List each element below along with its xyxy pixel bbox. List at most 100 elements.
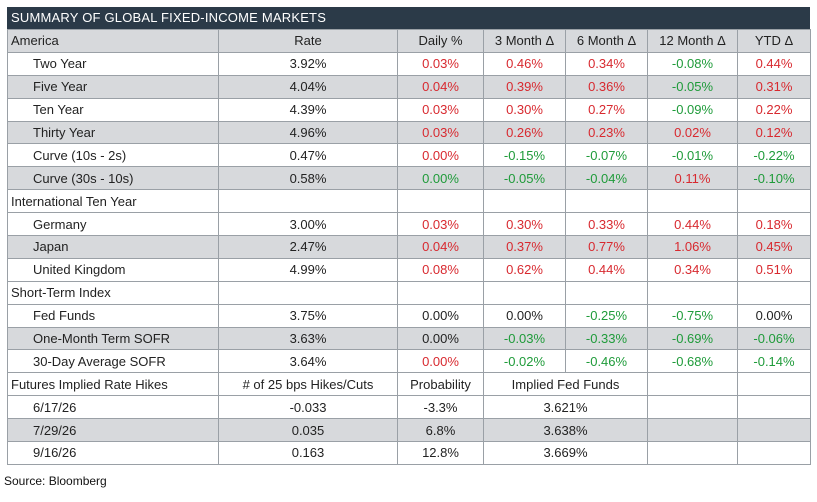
section-futures: Futures Implied Rate Hikes # of 25 bps Hi…: [7, 372, 811, 397]
section-international: International Ten Year: [7, 189, 811, 214]
empty-cell: [647, 372, 738, 397]
m6-change: 0.27%: [565, 97, 648, 122]
row-label: Curve (10s - 2s): [7, 143, 219, 168]
m12-change: 1.06%: [647, 235, 738, 259]
ytd-change: -0.06%: [737, 326, 811, 351]
table-row: Japan 2.47% 0.04% 0.37% 0.77% 1.06% 0.45%: [7, 235, 811, 259]
futures-hikes-header: # of 25 bps Hikes/Cuts: [218, 372, 398, 397]
futures-probability: 12.8%: [397, 441, 484, 465]
rate-value: 3.92%: [218, 51, 398, 76]
rate-value: 0.47%: [218, 143, 398, 168]
futures-implied: 3.669%: [483, 441, 648, 465]
daily-change: 0.00%: [397, 349, 484, 374]
m6-change: 0.77%: [565, 235, 648, 259]
row-label: One-Month Term SOFR: [7, 326, 219, 351]
section-short-term: Short-Term Index: [7, 280, 811, 305]
m6-change: -0.46%: [565, 349, 648, 374]
rate-value: 2.47%: [218, 235, 398, 259]
m3-change: 0.46%: [483, 51, 566, 76]
empty-cell: [737, 395, 811, 420]
m6-change: -0.33%: [565, 326, 648, 351]
m3-change: 0.30%: [483, 212, 566, 237]
empty-cell: [647, 189, 738, 214]
futures-row: 7/29/26 0.035 6.8% 3.638%: [7, 418, 811, 443]
daily-change: 0.08%: [397, 257, 484, 282]
empty-cell: [737, 372, 811, 397]
empty-cell: [565, 280, 648, 305]
m12-change: -0.69%: [647, 326, 738, 351]
rate-value: 4.39%: [218, 97, 398, 122]
rate-value: 4.96%: [218, 120, 398, 145]
rate-value: 4.99%: [218, 257, 398, 282]
m3-change: -0.02%: [483, 349, 566, 374]
daily-change: 0.04%: [397, 74, 484, 99]
table-row: One-Month Term SOFR 3.63% 0.00% -0.03% -0.33…: [7, 326, 811, 351]
table-row: Ten Year 4.39% 0.03% 0.30% 0.27% -0.09% 0.22%: [7, 97, 811, 122]
daily-change: 0.00%: [397, 303, 484, 328]
table-row: Two Year 3.92% 0.03% 0.46% 0.34% -0.08% 0.44%: [7, 51, 811, 76]
m12-change: -0.75%: [647, 303, 738, 328]
empty-cell: [483, 280, 566, 305]
daily-change: 0.03%: [397, 51, 484, 76]
m3-change: 0.37%: [483, 235, 566, 259]
rate-value: 3.00%: [218, 212, 398, 237]
futures-hikes: -0.033: [218, 395, 398, 420]
rate-value: 3.64%: [218, 349, 398, 374]
ytd-change: 0.51%: [737, 257, 811, 282]
futures-implied: 3.621%: [483, 395, 648, 420]
futures-probability-header: Probability: [397, 372, 484, 397]
m12-change: 0.34%: [647, 257, 738, 282]
ytd-change: -0.22%: [737, 143, 811, 168]
table-row: Germany 3.00% 0.03% 0.30% 0.33% 0.44% 0.18%: [7, 212, 811, 237]
empty-cell: [737, 418, 811, 443]
section-label: Short-Term Index: [7, 280, 219, 305]
empty-cell: [737, 441, 811, 465]
column-header-3m: 3 Month Δ: [483, 29, 566, 53]
ytd-change: -0.10%: [737, 166, 811, 191]
futures-row: 9/16/26 0.163 12.8% 3.669%: [7, 441, 811, 465]
row-label: Japan: [7, 235, 219, 259]
table-row: United Kingdom 4.99% 0.08% 0.62% 0.44% 0.34% 0…: [7, 257, 811, 282]
futures-hikes: 0.035: [218, 418, 398, 443]
daily-change: 0.03%: [397, 97, 484, 122]
m6-change: 0.36%: [565, 74, 648, 99]
m3-change: -0.03%: [483, 326, 566, 351]
row-label: Two Year: [7, 51, 219, 76]
daily-change: 0.03%: [397, 120, 484, 145]
futures-date: 9/16/26: [7, 441, 219, 465]
m6-change: 0.34%: [565, 51, 648, 76]
ytd-change: 0.45%: [737, 235, 811, 259]
table-row: Curve (30s - 10s) 0.58% 0.00% -0.05% -0.04% 0…: [7, 166, 811, 191]
source-note: Source: Bloomberg: [4, 474, 107, 488]
futures-implied: 3.638%: [483, 418, 648, 443]
column-header-ytd: YTD Δ: [737, 29, 811, 53]
rate-value: 3.75%: [218, 303, 398, 328]
empty-cell: [397, 280, 484, 305]
futures-implied-header: Implied Fed Funds: [483, 372, 648, 397]
m12-change: -0.08%: [647, 51, 738, 76]
column-header-america: America: [7, 29, 219, 53]
m6-change: 0.23%: [565, 120, 648, 145]
futures-probability: 6.8%: [397, 418, 484, 443]
row-label: United Kingdom: [7, 257, 219, 282]
m6-change: -0.04%: [565, 166, 648, 191]
m12-change: 0.11%: [647, 166, 738, 191]
m3-change: 0.39%: [483, 74, 566, 99]
column-header-daily: Daily %: [397, 29, 484, 53]
row-label: Thirty Year: [7, 120, 219, 145]
futures-probability: -3.3%: [397, 395, 484, 420]
futures-label: Futures Implied Rate Hikes: [7, 372, 219, 397]
empty-cell: [218, 189, 398, 214]
empty-cell: [397, 189, 484, 214]
futures-date: 6/17/26: [7, 395, 219, 420]
futures-hikes: 0.163: [218, 441, 398, 465]
daily-change: 0.04%: [397, 235, 484, 259]
empty-cell: [647, 441, 738, 465]
m3-change: 0.62%: [483, 257, 566, 282]
rate-value: 4.04%: [218, 74, 398, 99]
row-label: Fed Funds: [7, 303, 219, 328]
column-header-rate: Rate: [218, 29, 398, 53]
m6-change: -0.25%: [565, 303, 648, 328]
